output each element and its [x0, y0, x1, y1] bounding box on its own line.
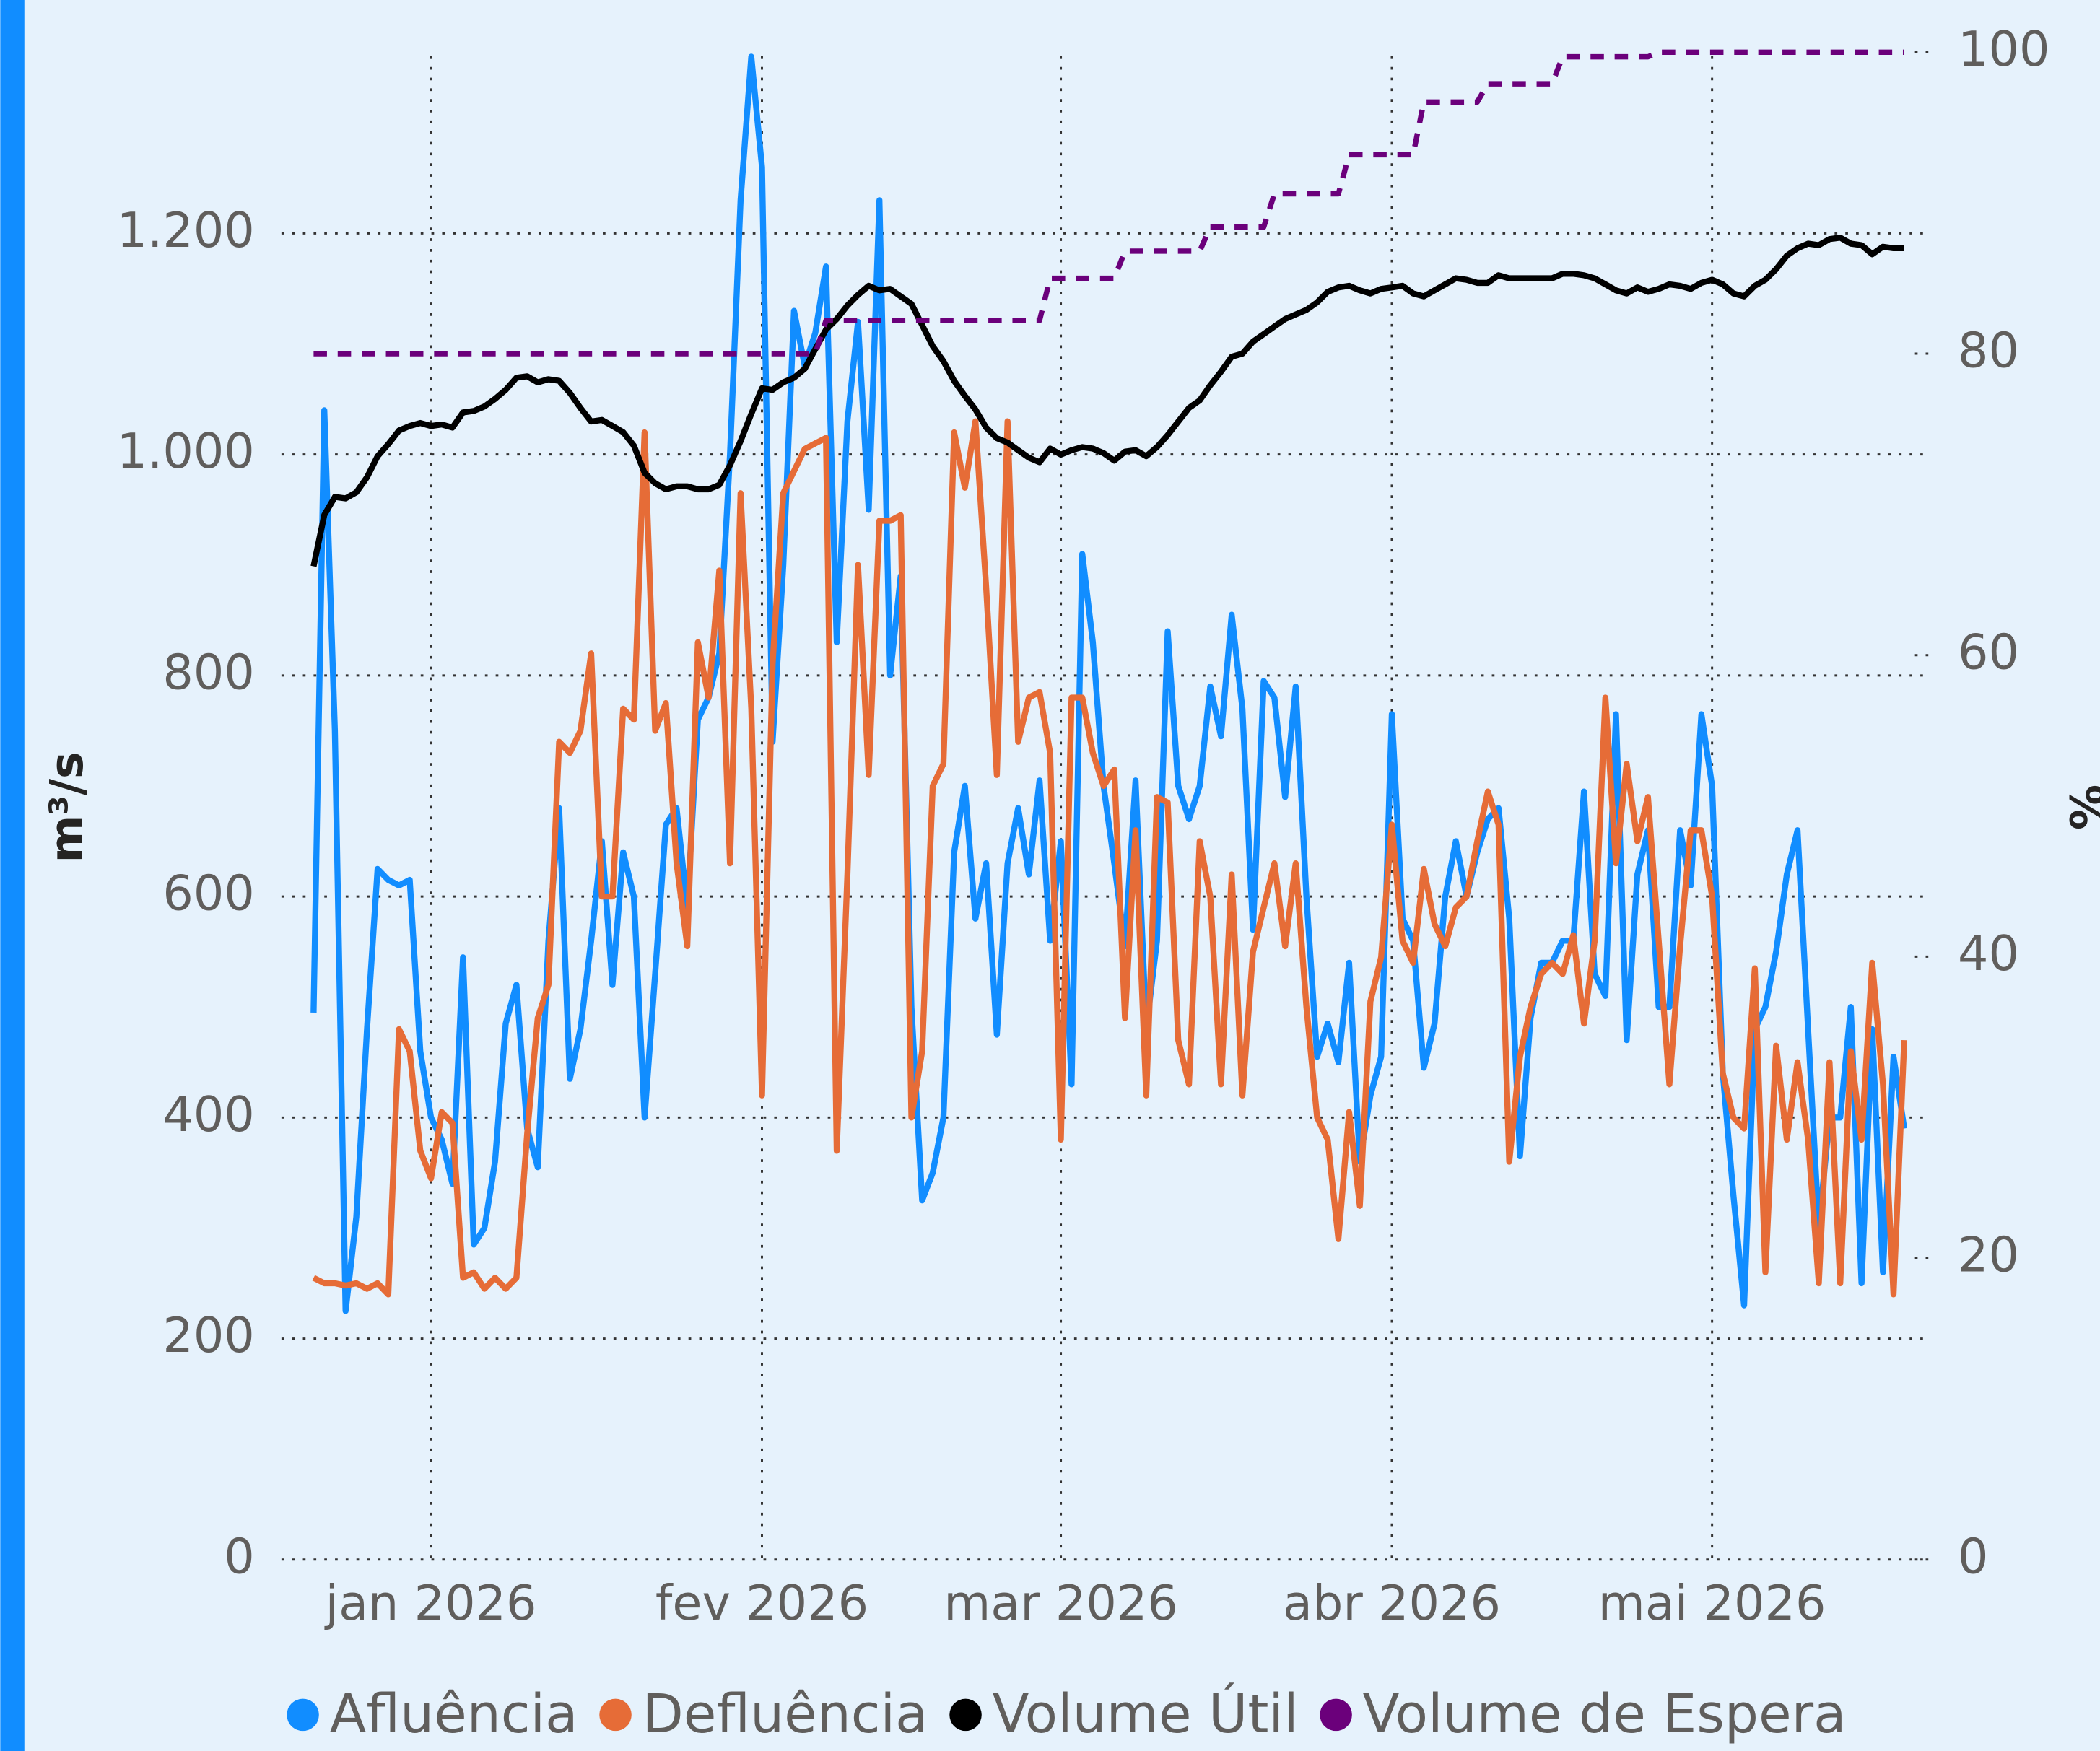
- legend-marker: [287, 1698, 319, 1732]
- x-tick-label: jan 2026: [324, 1575, 537, 1631]
- y-tick-label: 400: [162, 1086, 254, 1143]
- legend-label: Volume Útil: [993, 1682, 1299, 1745]
- y-tick-label: 600: [162, 865, 254, 922]
- accent-bar: [0, 0, 25, 1751]
- y2-tick-label: 60: [1958, 624, 2019, 680]
- x-tick-label: abr 2026: [1283, 1575, 1501, 1631]
- y2-tick-label: 0: [1958, 1528, 1988, 1584]
- legend-marker: [949, 1698, 982, 1732]
- y2-tick-label: 100: [1958, 21, 2049, 77]
- x-tick-label: fev 2026: [655, 1575, 868, 1631]
- y2-tick-label: 80: [1958, 323, 2019, 379]
- legend-marker: [599, 1698, 632, 1732]
- series-line: [310, 235, 1904, 567]
- x-tick-label: mai 2026: [1598, 1575, 1826, 1631]
- y-tick-label: 800: [162, 644, 254, 700]
- y2-tick-label: 20: [1958, 1227, 2019, 1283]
- legend-marker: [1320, 1698, 1352, 1732]
- x-tick-label: mar 2026: [944, 1575, 1178, 1631]
- y-tick-label: 0: [224, 1528, 254, 1584]
- y2-axis-title: %: [2059, 785, 2100, 830]
- y-tick-label: 200: [162, 1307, 254, 1363]
- series-line: [312, 418, 1907, 1298]
- legend-label: Afluência: [330, 1683, 578, 1745]
- series-line: [310, 53, 1907, 1314]
- y-tick-label: 1.000: [117, 423, 255, 479]
- y2-tick-label: 40: [1958, 925, 2019, 982]
- legend-label: Volume de Espera: [1363, 1683, 1847, 1745]
- y-axis-title: m³/s: [40, 751, 93, 863]
- legend-label: Defluência: [642, 1683, 928, 1745]
- series-line: [313, 49, 1904, 357]
- y-tick-label: 1.200: [117, 202, 255, 258]
